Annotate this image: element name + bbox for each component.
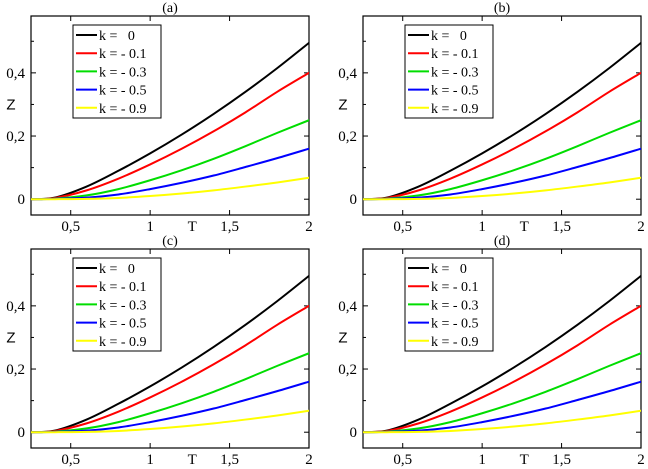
legend-entry: k = - 0.3 — [99, 65, 147, 80]
legend-entry: k = - 0.1 — [431, 280, 479, 295]
x-tick-label: 0,5 — [393, 219, 412, 235]
y-tick-label: 0 — [18, 425, 26, 441]
panel-label: (c) — [162, 234, 178, 249]
x-tick-label: 1 — [478, 452, 486, 468]
x-tick-label: 1 — [478, 219, 486, 235]
x-axis-label: T — [188, 219, 197, 235]
legend-entry: k = - 0.5 — [99, 84, 147, 99]
y-tick-label: 0 — [350, 425, 358, 441]
y-axis-label: Z — [338, 329, 347, 346]
y-axis-label: Z — [6, 96, 15, 113]
y-tick-label: 0,4 — [338, 66, 357, 82]
chart-panel-a: (a) 0 0,2 0,4 0,5 1 1,5 2 T Zk = 0 k = - 0.1 k = - … — [6, 1, 313, 235]
panel-label: (d) — [494, 234, 511, 249]
x-tick-label: 1,5 — [552, 452, 571, 468]
x-tick-label: 0,5 — [61, 219, 80, 235]
series-group — [363, 274, 641, 434]
series-group — [363, 41, 641, 201]
x-axis-label: T — [188, 452, 197, 468]
y-tick-label: 0,2 — [6, 362, 25, 378]
legend-entry: k = - 0.3 — [99, 298, 147, 313]
y-tick-label: 0,2 — [6, 129, 25, 145]
x-tick-label: 2 — [637, 452, 645, 468]
x-tick-label: 1 — [146, 452, 154, 468]
chart-panel-c: (c) 0 0,2 0,4 0,5 1 1,5 2 T Zk = 0 k = - 0.1 k = - … — [6, 234, 313, 468]
series-line-0 — [31, 274, 309, 434]
legend-entry: k = - 0.5 — [431, 84, 479, 99]
series-line-0 — [31, 41, 309, 201]
series-line-0 — [363, 274, 641, 434]
series-line-2 — [31, 352, 309, 434]
x-tick-label: 0,5 — [393, 452, 412, 468]
x-tick-label: 1 — [146, 219, 154, 235]
series-group — [31, 41, 309, 201]
y-tick-label: 0,4 — [6, 66, 25, 82]
y-axis-label: Z — [338, 96, 347, 113]
y-tick-label: 0,2 — [338, 362, 357, 378]
y-tick-label: 0,2 — [338, 129, 357, 145]
series-line-1 — [363, 71, 641, 201]
panel-label: (a) — [162, 1, 178, 16]
chart-panel-b: (b) 0 0,2 0,4 0,5 1 1,5 2 T Zk = 0 k = - 0.1 k = - … — [338, 1, 645, 235]
legend-entry: k = 0 — [99, 262, 135, 277]
legend-entry: k = - 0.1 — [99, 47, 147, 62]
series-line-4 — [363, 409, 641, 434]
series-line-2 — [31, 119, 309, 201]
series-group — [31, 274, 309, 434]
series-line-2 — [363, 119, 641, 201]
series-line-4 — [31, 409, 309, 434]
plot-frame — [362, 248, 642, 449]
legend-entry: k = - 0.1 — [431, 47, 479, 62]
x-tick-label: 1,5 — [220, 219, 239, 235]
legend-entry: k = 0 — [431, 29, 467, 44]
y-tick-label: 0 — [350, 192, 358, 208]
legend-entry: k = - 0.9 — [99, 102, 147, 117]
legend-entry: k = - 0.5 — [99, 317, 147, 332]
y-axis-label: Z — [6, 329, 15, 346]
legend-entry: k = - 0.3 — [431, 65, 479, 80]
legend-entry: k = - 0.9 — [431, 102, 479, 117]
x-tick-label: 1,5 — [220, 452, 239, 468]
plot-frame — [30, 248, 310, 449]
x-tick-label: 1,5 — [552, 219, 571, 235]
x-tick-label: 2 — [637, 219, 645, 235]
series-line-2 — [363, 352, 641, 434]
series-line-1 — [31, 71, 309, 201]
y-tick-label: 0 — [18, 192, 26, 208]
legend-entry: k = - 0.5 — [431, 317, 479, 332]
series-line-1 — [31, 304, 309, 434]
x-tick-label: 2 — [305, 219, 313, 235]
x-tick-label: 0,5 — [61, 452, 80, 468]
y-tick-label: 0,4 — [338, 299, 357, 315]
x-tick-label: 2 — [305, 452, 313, 468]
series-line-0 — [363, 41, 641, 201]
legend-entry: k = 0 — [431, 262, 467, 277]
legend-entry: k = - 0.9 — [431, 335, 479, 350]
chart-panel-d: (d) 0 0,2 0,4 0,5 1 1,5 2 T Zk = 0 k = - 0.1 k = - … — [338, 234, 645, 468]
series-line-4 — [363, 176, 641, 201]
series-line-1 — [363, 304, 641, 434]
legend-entry: k = 0 — [99, 29, 135, 44]
x-axis-label: T — [520, 219, 529, 235]
legend-entry: k = - 0.9 — [99, 335, 147, 350]
x-axis-label: T — [520, 452, 529, 468]
series-line-4 — [31, 176, 309, 201]
legend-entry: k = - 0.1 — [99, 280, 147, 295]
plot-frame — [362, 15, 642, 216]
legend-entry: k = - 0.3 — [431, 298, 479, 313]
panel-label: (b) — [494, 1, 511, 16]
plot-frame — [30, 15, 310, 216]
y-tick-label: 0,4 — [6, 299, 25, 315]
